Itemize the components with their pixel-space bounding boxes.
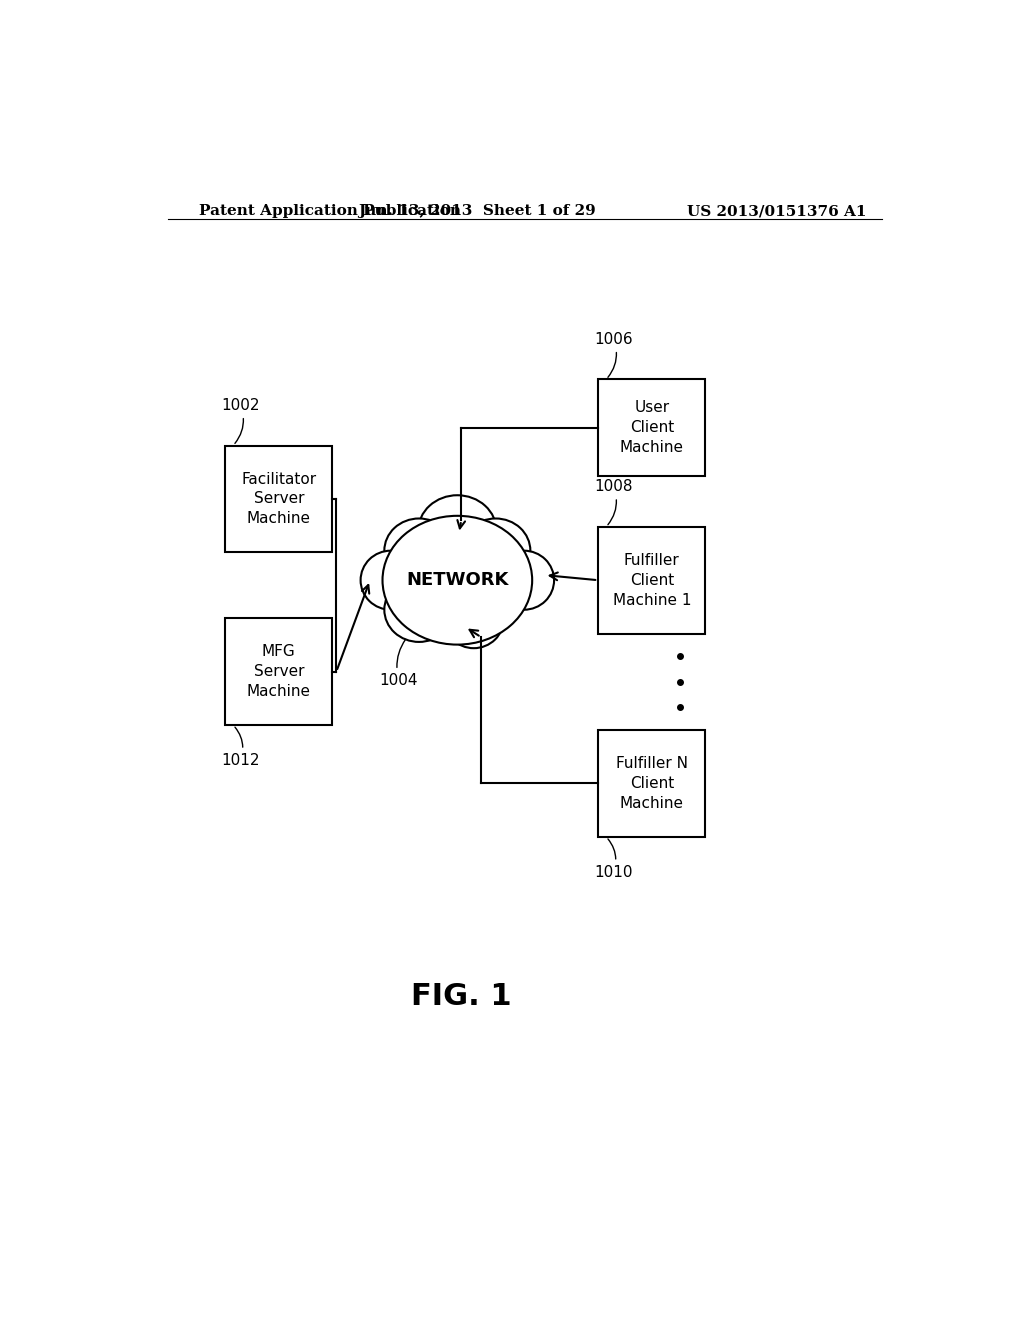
Ellipse shape xyxy=(461,519,530,583)
Ellipse shape xyxy=(384,578,454,642)
Ellipse shape xyxy=(383,516,532,644)
Text: 1004: 1004 xyxy=(380,639,418,688)
Text: MFG
Server
Machine: MFG Server Machine xyxy=(247,644,311,700)
Text: User
Client
Machine: User Client Machine xyxy=(620,400,684,455)
Text: US 2013/0151376 A1: US 2013/0151376 A1 xyxy=(686,205,866,218)
Text: FIG. 1: FIG. 1 xyxy=(411,982,512,1011)
Text: Patent Application Publication: Patent Application Publication xyxy=(200,205,462,218)
Text: 1002: 1002 xyxy=(221,399,260,444)
Ellipse shape xyxy=(384,519,454,583)
Text: Fulfiller N
Client
Machine: Fulfiller N Client Machine xyxy=(615,756,688,810)
Ellipse shape xyxy=(360,550,421,610)
Ellipse shape xyxy=(494,550,554,610)
Text: Jun. 13, 2013  Sheet 1 of 29: Jun. 13, 2013 Sheet 1 of 29 xyxy=(358,205,596,218)
FancyBboxPatch shape xyxy=(598,730,706,837)
Ellipse shape xyxy=(418,495,497,566)
Text: NETWORK: NETWORK xyxy=(407,572,509,589)
Text: Facilitator
Server
Machine: Facilitator Server Machine xyxy=(242,471,316,527)
FancyBboxPatch shape xyxy=(225,446,333,552)
FancyBboxPatch shape xyxy=(598,379,706,477)
Text: 1010: 1010 xyxy=(594,840,633,879)
FancyBboxPatch shape xyxy=(225,618,333,725)
Text: 1008: 1008 xyxy=(594,479,633,525)
Ellipse shape xyxy=(443,589,504,648)
Text: Fulfiller
Client
Machine 1: Fulfiller Client Machine 1 xyxy=(612,553,691,607)
FancyBboxPatch shape xyxy=(598,527,706,634)
Text: 1006: 1006 xyxy=(594,331,633,378)
Text: 1012: 1012 xyxy=(221,727,260,768)
